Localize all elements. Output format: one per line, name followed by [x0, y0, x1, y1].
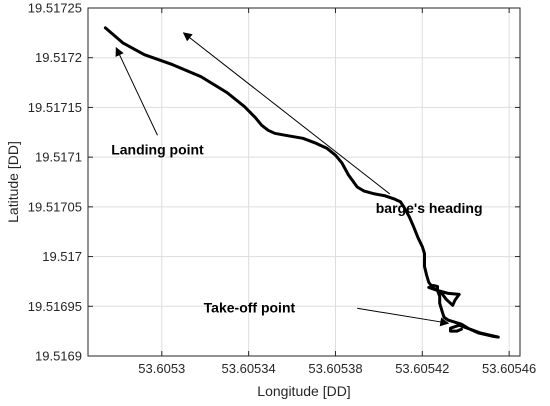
x-tick-label: 53.60538 — [308, 361, 362, 376]
y-tick-label: 19.517 — [42, 249, 82, 264]
y-axis-label: Latitude [DD] — [5, 141, 21, 223]
y-tick-label: 19.51725 — [28, 1, 82, 16]
annotation-label: barge's heading — [376, 200, 483, 216]
x-tick-label: 53.6053 — [138, 361, 185, 376]
x-tick-label: 53.60534 — [222, 361, 276, 376]
y-tick-label: 19.5169 — [35, 349, 82, 364]
series — [103, 26, 500, 339]
y-tick-label: 19.5171 — [35, 150, 82, 165]
y-tick-label: 19.51705 — [28, 199, 82, 214]
plot-frame — [87, 7, 521, 357]
y-tick-label: 19.51695 — [28, 299, 82, 314]
annotation-arrow — [357, 307, 450, 327]
y-tick-label: 19.51715 — [28, 100, 82, 115]
x-tick-label: 53.60546 — [482, 361, 536, 376]
x-axis-label: Longitude [DD] — [257, 383, 350, 399]
trajectory-line — [103, 26, 500, 339]
annotation-arrow — [115, 46, 158, 136]
annotation-arrow — [182, 32, 391, 195]
axis-ticks: 53.6053 53.60534 53.60538 53.60542 53.60546 1… — [28, 1, 536, 377]
grid — [88, 7, 520, 357]
annotation-label: Landing point — [111, 141, 204, 157]
x-tick-label: 53.60542 — [395, 361, 449, 376]
annotation-label: Take-off point — [204, 299, 296, 315]
annotations: Landing point barge's heading Take-off poi… — [111, 32, 483, 327]
y-tick-label: 19.5172 — [35, 50, 82, 65]
